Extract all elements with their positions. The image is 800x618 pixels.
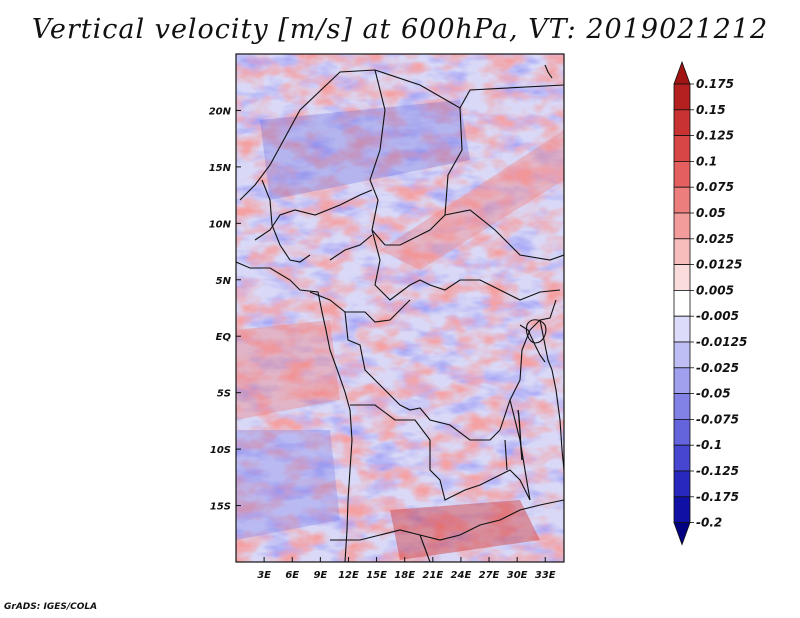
colorbar-segment (673, 60, 691, 85)
colorbar-label: -0.2 (696, 516, 722, 530)
colorbar: 0.175 0.15 0.125 0.1 0.075 0.05 0.025 0.0125 0.0… (673, 60, 747, 546)
grads-credit: GrADS: IGES/COLA (4, 602, 98, 612)
colorbar-label: 0.1 (696, 154, 717, 168)
colorbar-label: 0.025 (696, 232, 734, 246)
x-tick-label: 15E (366, 570, 387, 581)
colorbar-label: 0.005 (696, 283, 734, 297)
colorbar-segment (673, 186, 691, 214)
colorbar-label: 0.15 (696, 103, 726, 117)
colorbar-segment (673, 160, 691, 188)
colorbar-segment (673, 238, 691, 266)
colorbar-segment (673, 315, 691, 343)
y-tick-label: 20N (209, 106, 232, 117)
velocity-field (236, 54, 564, 562)
colorbar-segment (673, 83, 691, 111)
colorbar-segment (673, 496, 691, 523)
x-tick-label: 9E (313, 570, 327, 581)
colorbar-label: -0.0125 (696, 335, 747, 349)
y-axis: 20N 15N 10N 5N EQ 5S 10S 15S (209, 106, 241, 513)
colorbar-segment (673, 367, 691, 394)
colorbar-label: -0.005 (696, 309, 739, 323)
x-tick-label: 24E (451, 570, 472, 581)
x-tick-label: 3E (257, 570, 271, 581)
colorbar-label: 0.0125 (696, 258, 742, 272)
y-tick-label: 15S (210, 502, 231, 513)
colorbar-label: -0.025 (696, 361, 739, 375)
colorbar-segment (673, 522, 691, 546)
x-axis: 3E 6E 9E 12E 15E 18E 21E 24E 27E 30E 33E (257, 557, 556, 581)
country-borders (236, 64, 564, 562)
y-tick-label: 10S (210, 445, 231, 456)
x-tick-label: 12E (338, 570, 359, 581)
x-tick-label: 18E (394, 570, 415, 581)
colorbar-label: -0.1 (696, 438, 722, 452)
x-tick-label: 33E (535, 570, 556, 581)
colorbar-segment (673, 444, 691, 472)
colorbar-label: -0.075 (696, 412, 739, 426)
colorbar-label: 0.075 (696, 180, 734, 194)
colorbar-segment (673, 470, 691, 498)
colorbar-label: -0.175 (696, 490, 739, 504)
colorbar-segment (673, 289, 691, 317)
y-tick-label: 5N (216, 276, 232, 287)
colorbar-segment (673, 109, 691, 137)
y-tick-label: 15N (209, 163, 232, 174)
x-tick-label: 21E (422, 570, 443, 581)
colorbar-segment (673, 418, 691, 446)
map-frame (235, 53, 565, 563)
y-tick-label: 10N (209, 219, 232, 230)
colorbar-label: 0.05 (696, 206, 726, 220)
colorbar-segment (673, 264, 691, 291)
x-tick-label: 30E (507, 570, 528, 581)
colorbar-segment (673, 393, 691, 420)
colorbar-label: 0.125 (696, 129, 734, 143)
x-tick-label: 6E (285, 570, 299, 581)
y-tick-label: 5S (217, 389, 231, 400)
colorbar-segment (673, 341, 691, 369)
x-tick-label: 27E (479, 570, 500, 581)
map-title: Vertical velocity [m/s] at 600hPa, VT: 2… (31, 14, 769, 45)
colorbar-label: 0.175 (696, 77, 734, 91)
colorbar-segment (673, 135, 691, 162)
colorbar-label: -0.05 (696, 387, 731, 401)
colorbar-segment (673, 212, 691, 240)
colorbar-label: -0.125 (696, 464, 739, 478)
y-tick-label: EQ (216, 332, 232, 343)
